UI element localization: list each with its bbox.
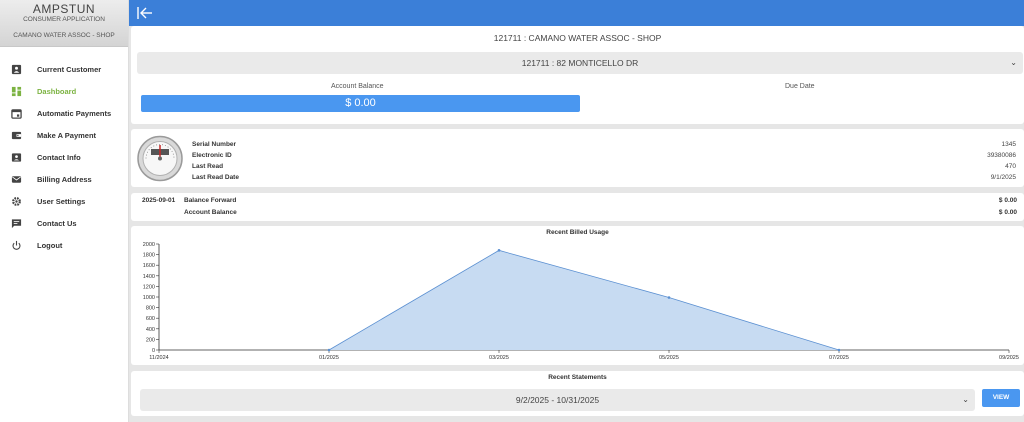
- sidebar-item-dashboard[interactable]: Dashboard: [0, 80, 128, 102]
- sidebar-item-make-a-payment[interactable]: Make A Payment: [0, 124, 128, 146]
- app-subtitle: CONSUMER APPLICATION: [23, 16, 105, 23]
- meter-value: 9/1/2025: [990, 174, 1016, 181]
- statements-card: Recent Statements 9/2/2025 - 10/31/2025 …: [131, 371, 1024, 416]
- balance-detail-card: 2025-09-01 Balance Forward $ 0.00 Accoun…: [131, 193, 1024, 221]
- statement-select[interactable]: 9/2/2025 - 10/31/2025 ⌄: [140, 389, 975, 411]
- sidebar-item-contact-info[interactable]: Contact Info: [0, 146, 128, 168]
- meter-row-electronic-id: Electronic ID 39380086: [192, 151, 1020, 161]
- balance-label: Account Balance: [184, 209, 237, 216]
- sidebar-nav: Current Customer Dashboard Automatic Pay…: [0, 58, 128, 256]
- y-tick-label: 1000: [143, 295, 155, 301]
- gear-icon: [11, 196, 22, 207]
- sidebar-item-automatic-payments[interactable]: Automatic Payments: [0, 102, 128, 124]
- account-balance-value: $ 0.00: [141, 95, 580, 112]
- dashboard-icon: [11, 86, 22, 97]
- chevron-down-icon: ⌄: [962, 395, 969, 404]
- power-icon: [11, 240, 22, 251]
- sidebar-item-contact-us[interactable]: Contact Us: [0, 212, 128, 234]
- customer-name: CAMANO WATER ASSOC - SHOP: [13, 32, 115, 39]
- x-tick-label: 03/2025: [489, 355, 509, 361]
- view-statement-button[interactable]: VIEW: [982, 389, 1020, 407]
- sidebar-item-label: Contact Info: [37, 152, 81, 162]
- contact-card-icon: [11, 152, 22, 163]
- y-tick-label: 1400: [143, 274, 155, 280]
- meter-value: 39380086: [987, 152, 1016, 159]
- collapse-sidebar-button[interactable]: [137, 6, 153, 20]
- due-date-label: Due Date: [785, 83, 815, 90]
- meter-value: 1345: [1001, 141, 1016, 148]
- calendar-icon: [11, 108, 22, 119]
- wallet-icon: [11, 130, 22, 141]
- data-point: [327, 348, 331, 352]
- address-select-value: 121711 : 82 MONTICELLO DR: [521, 58, 639, 68]
- meter-row-serial: Serial Number 1345: [192, 140, 1020, 150]
- meter-label: Serial Number: [192, 141, 237, 148]
- balance-label: Balance Forward: [184, 197, 237, 204]
- sidebar-item-current-customer[interactable]: Current Customer: [0, 58, 128, 80]
- meter-label: Last Read Date: [192, 174, 239, 181]
- sidebar: AMPSTUN CONSUMER APPLICATION CAMANO WATE…: [0, 0, 129, 422]
- chat-icon: [11, 218, 22, 229]
- meter-row-last-read-date: Last Read Date 9/1/2025: [192, 173, 1020, 183]
- sidebar-item-label: Make A Payment: [37, 130, 97, 140]
- mail-icon: [11, 174, 22, 185]
- balance-date: 2025-09-01: [142, 197, 176, 204]
- balance-amount: $ 0.00: [998, 209, 1017, 216]
- y-tick-label: 400: [146, 327, 155, 333]
- y-tick-label: 200: [146, 337, 155, 343]
- account-balance-label: Account Balance: [331, 83, 384, 90]
- y-tick-label: 1600: [143, 263, 155, 269]
- sidebar-item-label: Dashboard: [37, 86, 77, 96]
- x-tick-label: 09/2025: [999, 355, 1019, 361]
- arrow-left-bar-icon: [137, 7, 152, 19]
- customer-title: 121711 : CAMANO WATER ASSOC - SHOP: [493, 33, 662, 43]
- sidebar-item-label: Automatic Payments: [37, 108, 112, 118]
- statements-title: Recent Statements: [548, 374, 607, 381]
- x-tick-label: 07/2025: [829, 355, 849, 361]
- app-name: AMPSTUN: [32, 2, 96, 16]
- meter-row-last-read: Last Read 470: [192, 162, 1020, 172]
- sidebar-item-logout[interactable]: Logout: [0, 234, 128, 256]
- y-tick-label: 1200: [143, 284, 155, 290]
- account-box-icon: [11, 64, 22, 75]
- chart-title: Recent Billed Usage: [546, 229, 609, 236]
- usage-chart-card: Recent Billed Usage 0 200 400 600 800 1000 120…: [131, 226, 1024, 365]
- meter-label: Last Read: [192, 163, 224, 170]
- sidebar-item-user-settings[interactable]: User Settings: [0, 190, 128, 212]
- y-tick-label: 0: [152, 348, 155, 354]
- sidebar-item-label: Current Customer: [37, 64, 102, 74]
- address-select[interactable]: 121711 : 82 MONTICELLO DR ⌄: [137, 52, 1023, 74]
- brand-header: AMPSTUN CONSUMER APPLICATION CAMANO WATE…: [0, 0, 128, 47]
- statement-select-value: 9/2/2025 - 10/31/2025: [515, 395, 600, 405]
- sidebar-item-label: Billing Address: [37, 174, 92, 184]
- x-tick-label: 05/2025: [659, 355, 679, 361]
- data-point: [497, 249, 501, 252]
- sidebar-item-label: Contact Us: [37, 218, 77, 228]
- x-tick-label: 11/2024: [149, 355, 168, 361]
- top-bar: [129, 0, 1024, 26]
- data-point: [837, 348, 841, 352]
- data-point: [667, 296, 671, 299]
- chevron-down-icon: ⌄: [1010, 58, 1017, 67]
- y-tick-label: 1800: [143, 253, 155, 259]
- balance-amount: $ 0.00: [998, 197, 1017, 204]
- balance-row: Account Balance $ 0.00: [131, 208, 1024, 218]
- account-header-card: 121711 : CAMANO WATER ASSOC - SHOP 12171…: [131, 26, 1024, 124]
- y-tick-label: 2000: [143, 242, 155, 248]
- sidebar-item-billing-address[interactable]: Billing Address: [0, 168, 128, 190]
- series-area: [329, 250, 839, 350]
- balance-row: 2025-09-01 Balance Forward $ 0.00: [131, 196, 1024, 206]
- x-tick-label: 01/2025: [319, 355, 339, 361]
- meter-label: Electronic ID: [192, 152, 232, 159]
- meter-value: 470: [1005, 163, 1016, 170]
- sidebar-item-label: User Settings: [37, 196, 86, 206]
- series-line: [328, 249, 840, 351]
- y-tick-label: 800: [146, 306, 155, 312]
- main-content: 121711 : CAMANO WATER ASSOC - SHOP 12171…: [129, 26, 1024, 422]
- meter-info-card: Serial Number 1345 Electronic ID 3938008…: [131, 129, 1024, 187]
- water-meter-icon: [137, 135, 183, 182]
- sidebar-item-label: Logout: [37, 240, 63, 250]
- y-tick-label: 600: [146, 316, 155, 322]
- usage-chart: 0 200 400 600 800 1000 1200 1400 1600 1800 2000 11/…: [143, 242, 1019, 361]
